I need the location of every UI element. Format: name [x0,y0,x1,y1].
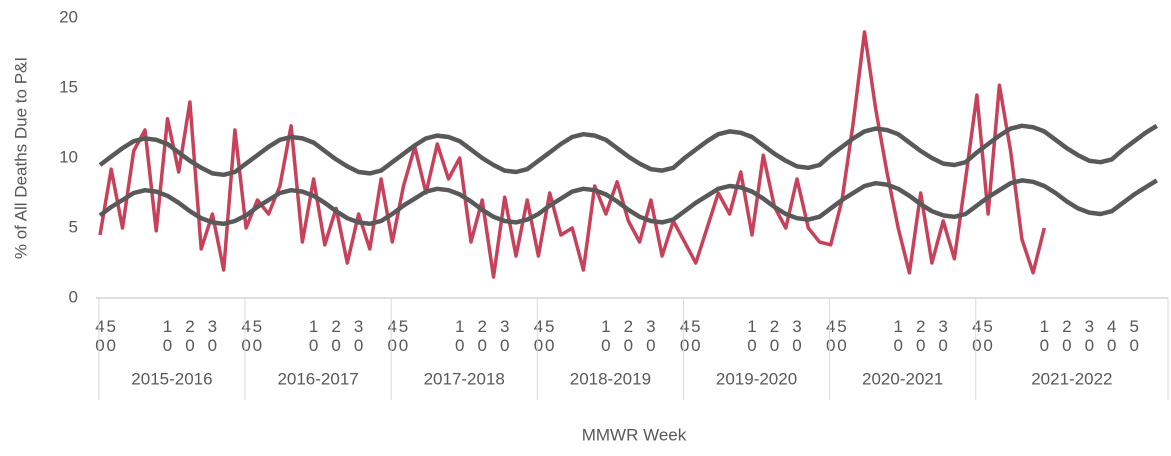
series-line [98,178,1158,227]
series-line [98,30,1046,279]
group-label: 2019-2020 [716,369,797,388]
group-label: 2016-2017 [277,369,358,388]
y-axis-label: % of All Deaths Due to P&I [11,57,30,259]
y-tick-label: 15 [59,77,78,96]
y-tick-label: 0 [69,287,78,306]
x-axis-label: MMWR Week [582,425,687,444]
group-label: 2015-2016 [131,369,212,388]
y-tick-label: 5 [69,217,78,236]
y-tick-label: 10 [59,147,78,166]
series-line [98,123,1158,178]
group-label: 2020-2021 [862,369,943,388]
group-label: 2017-2018 [424,369,505,388]
group-label: 2021-2022 [1031,369,1112,388]
y-tick-label: 20 [59,7,78,26]
group-label: 2018-2019 [570,369,651,388]
